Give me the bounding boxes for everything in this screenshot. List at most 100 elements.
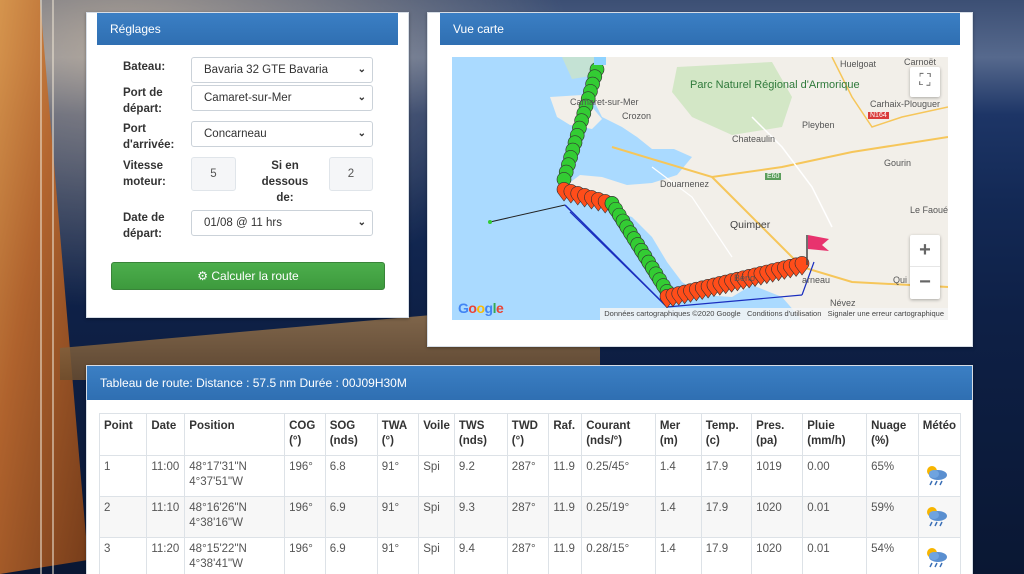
boat-label: Bateau: (123, 61, 166, 73)
start-flag-icon (594, 57, 606, 65)
cell-twa: 91° (376, 455, 420, 497)
boat-select[interactable]: Bavaria 32 GTE Bavaria ⌄ (191, 57, 373, 83)
fullscreen-button[interactable]: ⛶ (910, 67, 940, 97)
engine-speed-label: Vitesse moteur: (123, 160, 166, 188)
route-line (666, 294, 803, 308)
map-label-park: Parc Naturel Régional d'Armorique (690, 79, 860, 91)
table-header-row: Point Date Position COG (°) SOG (nds) TWA(… (98, 413, 962, 456)
arrival-port-value: Concarneau (204, 128, 267, 140)
map-svg (488, 57, 948, 320)
cell-pluie: 0.01 (802, 496, 868, 538)
background-rope (52, 0, 54, 574)
col-twd: TWD (°) (506, 413, 550, 456)
cloud-sun-rain-icon (923, 504, 949, 528)
map-label-crozon: Crozon (622, 111, 652, 121)
cell-meteo (917, 537, 962, 574)
cell-position: 48°15'22"N 4°38'41"W (184, 537, 286, 574)
map-title: Vue carte (440, 13, 960, 45)
gear-icon: ⚙ (197, 269, 209, 283)
chevron-down-icon: ⌄ (357, 217, 366, 228)
settings-panel: Réglages Bateau: Bavaria 32 GTE Bavaria … (86, 12, 409, 318)
col-point: Point (98, 413, 148, 456)
calculate-route-button[interactable]: ⚙ Calculer la route (111, 262, 385, 290)
departure-port-label: Port de départ: (123, 87, 163, 115)
cell-point: 1 (98, 455, 148, 497)
cell-sog: 6.8 (324, 455, 378, 497)
table-row: 1 11:00 48°17'31"N 4°37'51"W 196° 6.8 91°… (98, 455, 962, 497)
route-line (569, 211, 668, 308)
road (711, 176, 948, 288)
cell-tws: 9.3 (453, 496, 508, 538)
map-report-link[interactable]: Signaler une erreur cartographique (827, 309, 944, 318)
col-tws: TWS (nds) (453, 413, 508, 456)
cell-point: 2 (98, 496, 148, 538)
route-waypoint-marker[interactable] (794, 256, 810, 276)
cell-date: 11:20 (146, 537, 186, 574)
map-label-chateaulin: Chateaulin (732, 134, 776, 144)
departure-port-select[interactable]: Camaret-sur-Mer ⌄ (191, 85, 373, 111)
wind-marker (488, 220, 492, 224)
map-label-carhaix: Carhaix-Plouguer (870, 99, 941, 109)
cell-point: 3 (98, 537, 148, 574)
zoom-in-button[interactable]: + (910, 235, 940, 267)
departure-date-value: 01/08 @ 11 hrs (204, 217, 282, 229)
cell-twa: 91° (376, 537, 420, 574)
route-line (801, 261, 815, 296)
departure-date-label: Date de départ: (123, 212, 165, 240)
cell-position: 48°16'26"N 4°38'16"W (184, 496, 286, 538)
cell-mer: 1.4 (654, 455, 702, 497)
settings-title: Réglages (97, 13, 398, 45)
road (751, 116, 833, 228)
road (611, 136, 948, 179)
departure-date-select[interactable]: 01/08 @ 11 hrs ⌄ (191, 210, 373, 236)
map-label-carnoet: Carnoët (904, 57, 937, 67)
cell-nuage: 65% (866, 455, 919, 497)
route-table-panel: Tableau de route: Distance : 57.5 nm Dur… (86, 365, 973, 574)
background-rope (40, 0, 42, 574)
col-position: Position (184, 413, 286, 456)
col-nuage: Nuage (%) (866, 413, 919, 456)
map-canvas[interactable]: Huelgoat Carnoët Parc Naturel Régional d… (452, 57, 948, 320)
cell-tws: 9.2 (453, 455, 508, 497)
arrival-port-select[interactable]: Concarneau ⌄ (191, 121, 373, 147)
map-footer: Données cartographiques ©2020 Google Con… (600, 308, 948, 320)
route-markers (556, 57, 810, 309)
cloud-sun-rain-icon (923, 463, 949, 487)
cell-raf: 11.9 (548, 496, 583, 538)
col-pluie: Pluie (mm/h) (802, 413, 868, 456)
col-pres: Pres. (pa) (751, 413, 804, 456)
route-waypoint-marker[interactable] (556, 172, 572, 192)
road (831, 57, 948, 128)
cell-pres: 1019 (751, 455, 804, 497)
col-cog: COG (°) (284, 413, 326, 456)
cell-position: 48°17'31"N 4°37'51"W (184, 455, 286, 497)
cell-courant: 0.25/45° (581, 455, 656, 497)
map-label-benodet: Béno (734, 273, 756, 283)
col-meteo: Météo (917, 413, 962, 456)
cell-raf: 11.9 (548, 455, 583, 497)
cell-nuage: 59% (866, 496, 919, 538)
zoom-control: + − (910, 235, 940, 299)
col-mer: Mer (m) (654, 413, 702, 456)
zoom-out-button[interactable]: − (919, 271, 931, 293)
cell-pres: 1020 (751, 537, 804, 574)
cell-tws: 9.4 (453, 537, 508, 574)
chevron-down-icon: ⌄ (357, 128, 366, 139)
departure-port-value: Camaret-sur-Mer (204, 92, 292, 104)
below-input[interactable]: 2 (329, 157, 373, 191)
map-data-credit: Données cartographiques ©2020 Google (604, 309, 741, 318)
cell-temp: 17.9 (700, 455, 753, 497)
map-label-quim: Qui (893, 275, 908, 285)
map-label-gourin: Gourin (884, 158, 912, 168)
cell-mer: 1.4 (654, 537, 702, 574)
engine-speed-input[interactable]: 5 (191, 157, 236, 191)
park-area (672, 62, 792, 135)
map-terms-link[interactable]: Conditions d'utilisation (747, 309, 822, 318)
fullscreen-icon: ⛶ (919, 72, 931, 89)
map-label-le-faoue: Le Faoué (910, 205, 948, 215)
cell-voile: Spi (418, 455, 455, 497)
col-temp: Temp. (c) (700, 413, 753, 456)
cell-pluie: 0.01 (802, 537, 868, 574)
destination-flag-icon (808, 235, 829, 251)
map-label-pleyben: Pleyben (802, 120, 835, 130)
